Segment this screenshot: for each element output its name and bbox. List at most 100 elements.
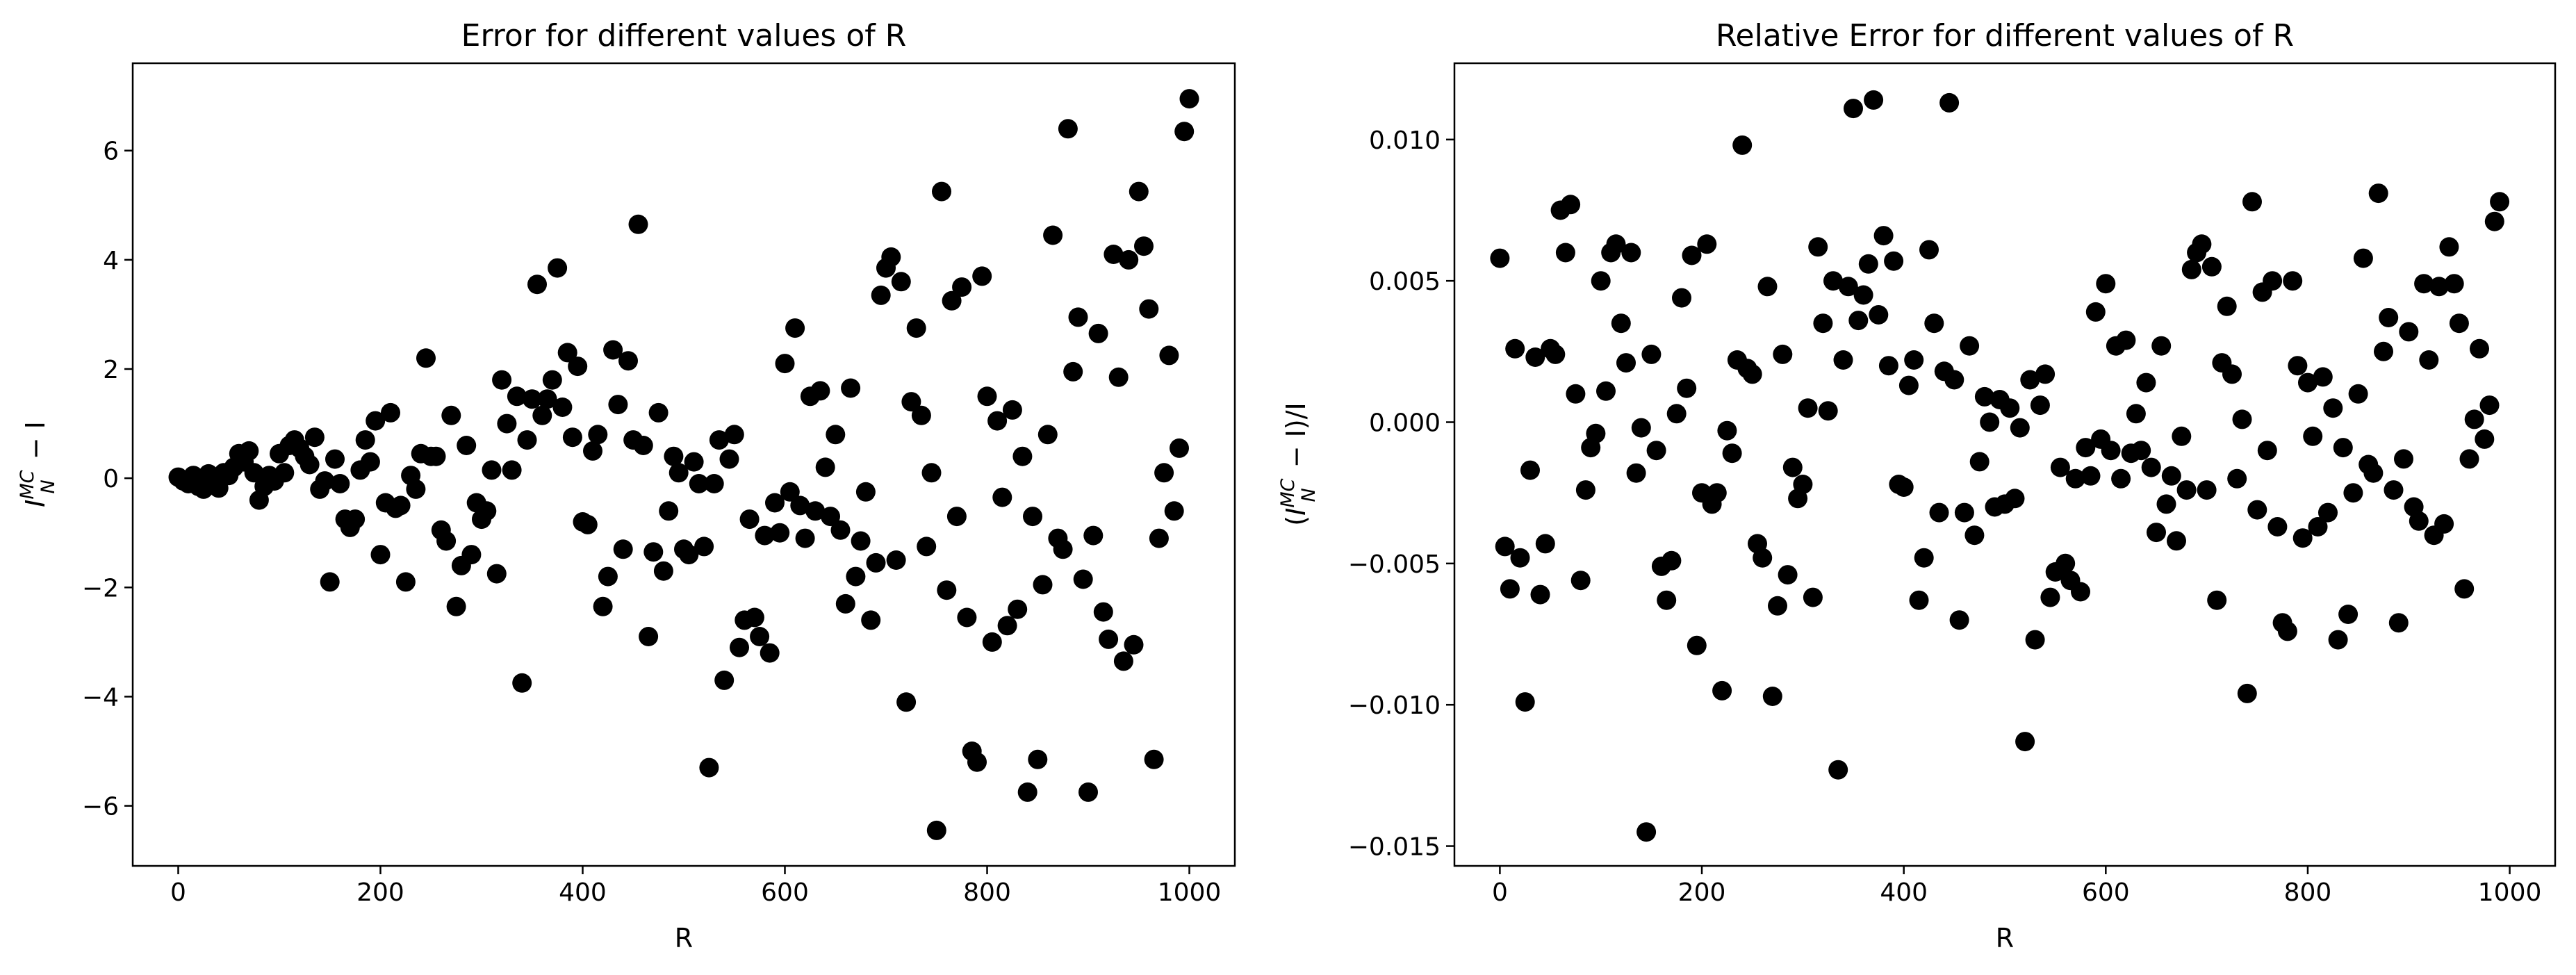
data-point (1950, 610, 1969, 630)
plot-frame (1454, 63, 2555, 866)
data-point (816, 457, 835, 477)
data-point (867, 553, 886, 573)
data-points (1490, 90, 2509, 842)
data-point (300, 455, 320, 475)
data-point (396, 572, 416, 591)
data-point (2445, 274, 2464, 293)
data-point (1859, 254, 1878, 274)
data-point (1753, 548, 1772, 568)
data-point (1834, 350, 1853, 370)
data-point (427, 447, 446, 466)
data-point (1083, 526, 1103, 546)
data-point (2071, 582, 2090, 602)
data-point (2202, 257, 2222, 277)
data-point (2136, 373, 2156, 393)
data-point (1667, 404, 1687, 423)
data-point (1094, 603, 1113, 622)
data-point (2313, 367, 2333, 386)
data-point (1571, 571, 1591, 590)
data-point (2439, 237, 2459, 256)
data-point (2142, 458, 2161, 477)
data-point (2389, 613, 2409, 632)
data-point (1712, 681, 1732, 700)
data-point (1768, 596, 1787, 616)
x-tick-label: 600 (2082, 878, 2130, 907)
data-point (1641, 345, 1661, 364)
data-point (2318, 503, 2338, 523)
data-point (2460, 449, 2479, 468)
data-point (527, 275, 547, 294)
data-point (972, 266, 992, 286)
data-point (2151, 336, 2171, 356)
data-point (1960, 336, 1979, 356)
data-point (2035, 364, 2055, 384)
data-point (1576, 480, 1595, 500)
data-point (568, 357, 587, 376)
data-point (684, 452, 704, 472)
data-point (305, 427, 325, 447)
data-point (598, 567, 618, 587)
data-point (2338, 605, 2358, 624)
chart-title: Relative Error for different values of R (1716, 18, 2294, 54)
x-axis-ticks: 0 200 400 600 800 1000 (1492, 866, 2541, 907)
data-point (659, 501, 678, 521)
data-point (1672, 288, 1691, 308)
data-point (447, 597, 466, 616)
data-point (1899, 376, 1919, 395)
data-point (518, 430, 537, 450)
data-point (1723, 443, 1742, 463)
y-axis-label: IMCN − I (17, 421, 59, 507)
data-point (1180, 89, 1199, 108)
data-point (381, 403, 400, 423)
data-point (1980, 413, 1999, 432)
data-point (543, 370, 562, 390)
data-point (1154, 463, 1174, 482)
data-point (1743, 364, 1762, 384)
x-tick-label: 0 (1492, 878, 1508, 907)
data-point (2369, 183, 2388, 203)
data-point (992, 488, 1012, 507)
data-point (634, 436, 653, 455)
data-point (2258, 441, 2277, 460)
data-point (1894, 477, 1914, 497)
data-point (654, 562, 673, 581)
data-point (477, 501, 496, 521)
data-point (1763, 687, 1782, 706)
data-point (1159, 345, 1179, 365)
x-tick-label: 400 (559, 878, 607, 907)
data-point (2247, 500, 2267, 520)
data-point (239, 441, 259, 461)
data-point (2000, 398, 2019, 418)
x-tick-label: 600 (761, 878, 809, 907)
data-point (1970, 452, 1990, 471)
data-point (1165, 501, 1184, 521)
data-point (391, 495, 411, 515)
chart-title: Error for different values of R (461, 18, 907, 54)
data-point (1662, 551, 1681, 571)
data-point (760, 644, 780, 663)
data-point (1808, 237, 1828, 256)
data-point (664, 447, 683, 466)
data-point (629, 215, 648, 234)
data-point (502, 460, 522, 480)
data-point (1773, 345, 1792, 364)
data-point (694, 536, 714, 556)
y-axis-ticks: −6−4−20246 (82, 138, 133, 821)
data-point (1561, 195, 1580, 214)
data-point (785, 318, 805, 338)
data-point (912, 406, 931, 425)
data-point (2131, 441, 2151, 460)
data-point (1089, 324, 1108, 343)
data-point (881, 247, 901, 267)
data-point (745, 608, 764, 628)
data-point (457, 436, 476, 455)
data-point (2267, 517, 2287, 536)
data-point (1879, 356, 1898, 375)
data-point (1074, 570, 1093, 589)
data-point (371, 545, 391, 564)
data-point (1505, 339, 1525, 359)
data-point (1028, 750, 1047, 769)
data-point (2263, 271, 2282, 290)
data-point (416, 348, 436, 368)
data-point (2283, 271, 2302, 290)
